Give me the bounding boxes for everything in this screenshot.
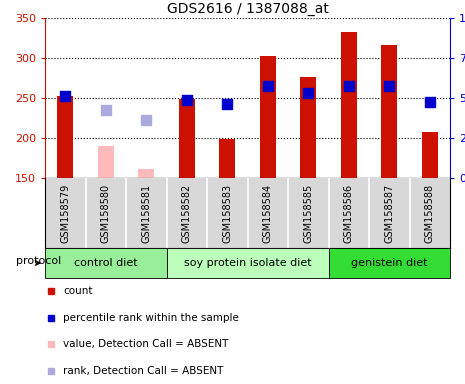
Point <box>385 83 393 89</box>
Text: percentile rank within the sample: percentile rank within the sample <box>63 313 239 323</box>
Point <box>102 107 109 113</box>
Text: GSM158582: GSM158582 <box>182 184 192 243</box>
Bar <box>259 56 276 178</box>
Text: GSM158579: GSM158579 <box>60 184 70 243</box>
Text: GSM158584: GSM158584 <box>263 184 273 243</box>
Point <box>426 99 433 105</box>
Point <box>224 101 231 108</box>
Bar <box>300 77 316 178</box>
Bar <box>57 96 73 178</box>
Bar <box>381 45 398 178</box>
Bar <box>219 139 235 178</box>
Text: GSM158583: GSM158583 <box>222 184 232 243</box>
Text: GSM158581: GSM158581 <box>141 184 151 243</box>
Text: rank, Detection Call = ABSENT: rank, Detection Call = ABSENT <box>63 366 224 376</box>
Text: soy protein isolate diet: soy protein isolate diet <box>184 258 311 268</box>
Bar <box>328 248 450 278</box>
Bar <box>166 248 328 278</box>
Point <box>264 83 272 89</box>
Text: GSM158588: GSM158588 <box>425 184 435 243</box>
Bar <box>341 32 357 178</box>
Point <box>183 96 191 103</box>
Bar <box>98 146 114 178</box>
Text: GSM158586: GSM158586 <box>344 184 354 243</box>
Title: GDS2616 / 1387088_at: GDS2616 / 1387088_at <box>166 2 328 16</box>
Point <box>305 90 312 96</box>
Text: protocol: protocol <box>16 257 61 266</box>
Text: GSM158587: GSM158587 <box>384 184 394 243</box>
Bar <box>179 99 195 178</box>
Text: control diet: control diet <box>74 258 138 268</box>
Text: GSM158580: GSM158580 <box>101 184 111 243</box>
Bar <box>45 248 166 278</box>
Text: genistein diet: genistein diet <box>351 258 427 268</box>
Text: value, Detection Call = ABSENT: value, Detection Call = ABSENT <box>63 339 229 349</box>
Bar <box>422 132 438 178</box>
Point <box>61 93 69 99</box>
Text: GSM158585: GSM158585 <box>303 184 313 243</box>
Point <box>345 83 352 89</box>
Point <box>143 118 150 124</box>
Text: count: count <box>63 286 93 296</box>
Bar <box>138 169 154 178</box>
